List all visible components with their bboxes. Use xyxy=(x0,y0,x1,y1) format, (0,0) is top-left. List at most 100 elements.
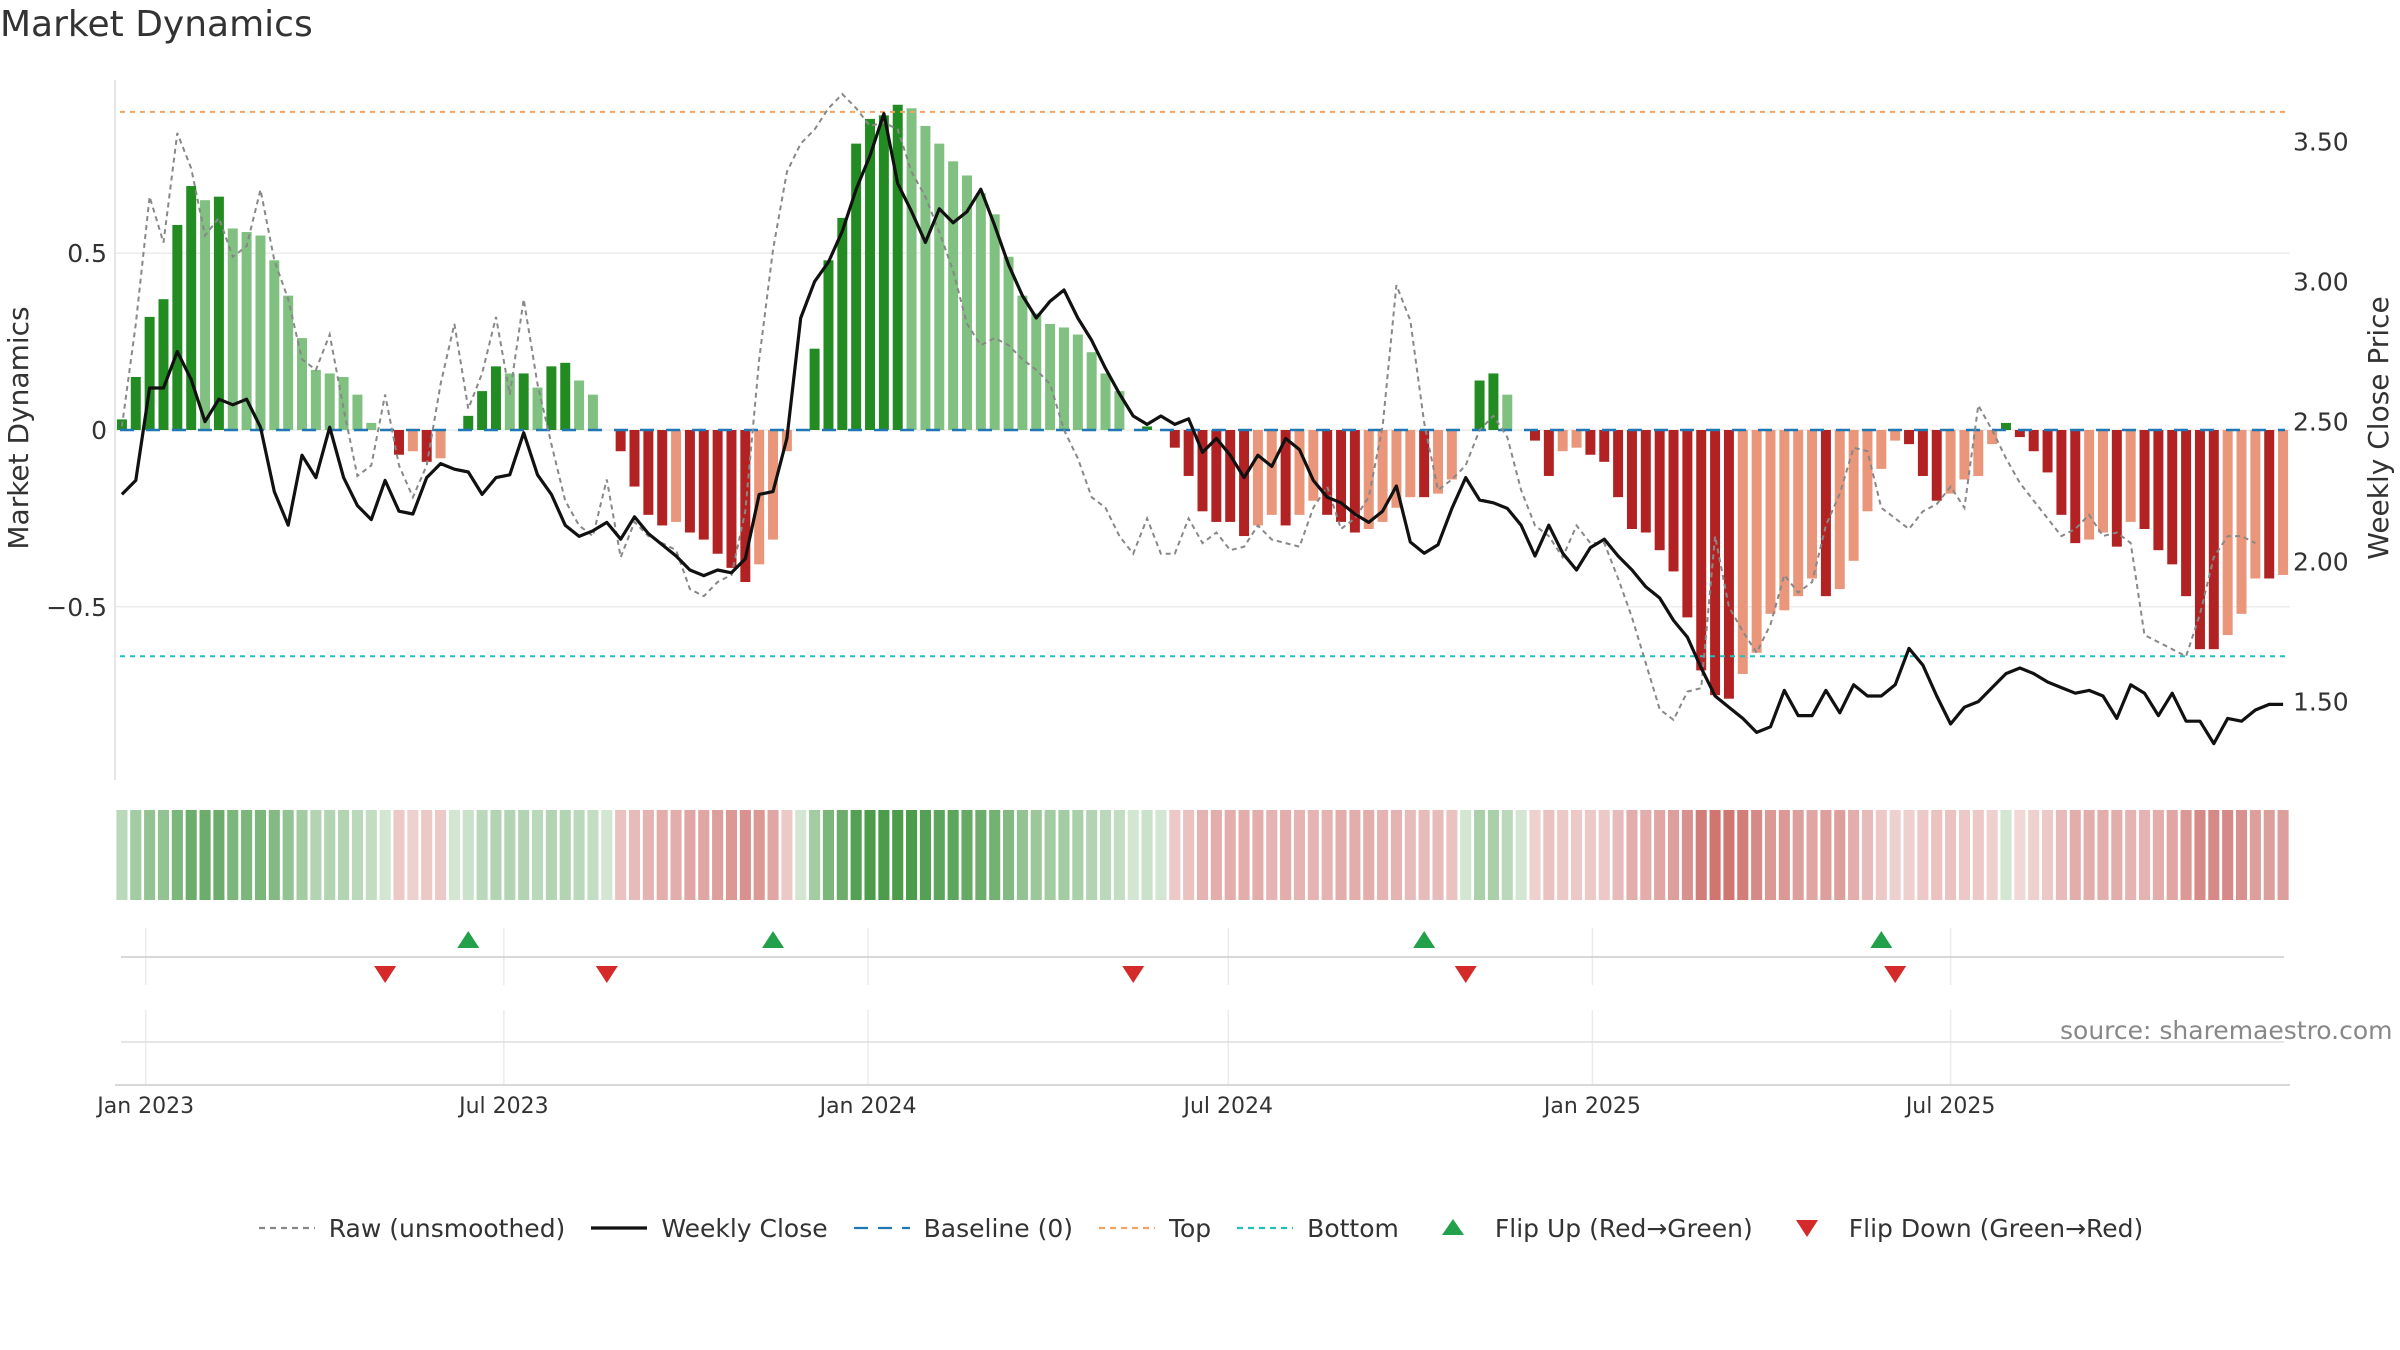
heat-cell xyxy=(1335,810,1347,900)
heat-cell xyxy=(1986,810,1998,900)
dynamics-bar xyxy=(865,118,876,430)
heat-cell xyxy=(2249,810,2261,900)
dynamics-bar xyxy=(1723,430,1734,699)
heat-cell xyxy=(1377,810,1389,900)
heat-cell xyxy=(268,810,280,900)
heat-cell xyxy=(1543,810,1555,900)
heat-cell xyxy=(1848,810,1860,900)
legend-swatch-flip_up xyxy=(1441,1219,1464,1235)
dynamics-bar xyxy=(1031,313,1042,430)
dynamics-bar xyxy=(1252,430,1263,526)
heat-cell xyxy=(1155,810,1167,900)
heat-cell xyxy=(296,810,308,900)
dynamics-bar xyxy=(671,430,682,522)
dynamics-bar xyxy=(851,143,862,431)
dynamics-bar xyxy=(172,224,183,430)
dynamics-bar xyxy=(948,161,959,431)
legend-item-bottom: Bottom xyxy=(1235,1214,1399,1243)
dynamics-bar xyxy=(2014,430,2025,438)
dynamics-bar xyxy=(158,299,169,430)
dynamics-bar xyxy=(975,193,986,430)
heat-cell xyxy=(615,810,627,900)
dynamics-bar xyxy=(2125,430,2136,522)
heat-cell xyxy=(739,810,751,900)
dynamics-bar xyxy=(2250,430,2261,579)
dynamics-bar xyxy=(1917,430,1928,476)
heat-cell xyxy=(2263,810,2275,900)
dynamics-bar xyxy=(1183,430,1194,476)
legend-swatch-baseline xyxy=(853,1226,910,1230)
dynamics-bar xyxy=(684,430,695,533)
heat-cell xyxy=(1654,810,1666,900)
heat-cell xyxy=(670,810,682,900)
heat-cell xyxy=(1501,810,1513,900)
dynamics-bar xyxy=(1807,430,1818,579)
weekly-close-line xyxy=(120,111,2284,746)
heat-cell xyxy=(1072,810,1084,900)
heat-cell xyxy=(393,810,405,900)
dynamics-bar xyxy=(297,338,308,430)
heat-cell xyxy=(1709,810,1721,900)
heat-cell xyxy=(2000,810,2012,900)
dynamics-bar xyxy=(809,348,820,430)
legend-item-top: Top xyxy=(1097,1214,1211,1243)
x-tick-label: Jul 2024 xyxy=(1181,1094,1273,1119)
regime-heat-strip xyxy=(116,810,2289,900)
dynamics-bar xyxy=(587,394,598,430)
heat-cell xyxy=(559,810,571,900)
dynamics-bar xyxy=(1045,323,1056,430)
heat-cell xyxy=(338,810,350,900)
heat-cell xyxy=(2014,810,2026,900)
heat-cell xyxy=(1557,810,1569,900)
dynamics-bar xyxy=(1904,430,1915,445)
heat-cell xyxy=(1612,810,1624,900)
heat-cell xyxy=(1183,810,1195,900)
flip-down-marker xyxy=(374,966,397,983)
heat-cell xyxy=(781,810,793,900)
raw-series-line xyxy=(120,92,2256,722)
heat-cell xyxy=(1903,810,1915,900)
dynamics-bar xyxy=(1696,430,1707,671)
dynamics-bar xyxy=(2236,430,2247,614)
heat-cell xyxy=(1293,810,1306,900)
flip-down-marker xyxy=(1884,966,1907,983)
dynamics-bar xyxy=(615,430,626,452)
flip-up-marker xyxy=(762,931,785,948)
dynamics-bar xyxy=(574,380,585,430)
dynamics-bar xyxy=(726,430,737,568)
heat-cell xyxy=(1252,810,1264,900)
dynamics-bar xyxy=(698,430,709,540)
dynamics-bar xyxy=(1779,430,1790,611)
dynamics-bar xyxy=(546,366,557,430)
heat-cell xyxy=(157,810,170,900)
heat-cell xyxy=(199,810,211,900)
chart-title: Market Dynamics xyxy=(0,4,313,45)
dynamics-bar xyxy=(435,430,446,459)
dynamics-bar xyxy=(1862,430,1873,512)
dynamics-bar xyxy=(1626,430,1637,529)
dynamics-bar xyxy=(200,200,211,430)
heat-cell xyxy=(2097,810,2109,900)
dynamics-bar xyxy=(906,108,917,430)
heat-cell xyxy=(545,810,557,900)
heat-cell xyxy=(1626,810,1638,900)
legend-item-raw: Raw (unsmoothed) xyxy=(257,1214,565,1243)
heat-cell xyxy=(684,810,696,900)
dynamics-bar xyxy=(1197,430,1208,512)
dynamics-bar xyxy=(1987,430,1998,445)
heat-cell xyxy=(2194,810,2206,900)
dynamics-bar xyxy=(2167,430,2178,565)
heat-cell xyxy=(1792,810,1804,900)
heat-cell xyxy=(656,810,668,900)
dynamics-bar xyxy=(1488,373,1499,430)
dynamics-bar xyxy=(241,232,252,430)
heat-cell xyxy=(1266,810,1278,900)
heat-cell xyxy=(1764,810,1777,900)
source-credit: source: sharemaestro.com xyxy=(2060,1016,2393,1045)
dynamics-bar xyxy=(1502,394,1513,430)
x-tick-label: Jan 2024 xyxy=(818,1094,917,1119)
dynamics-bar xyxy=(2001,422,2011,430)
heat-cell xyxy=(1418,810,1430,900)
heat-cell xyxy=(906,810,918,900)
